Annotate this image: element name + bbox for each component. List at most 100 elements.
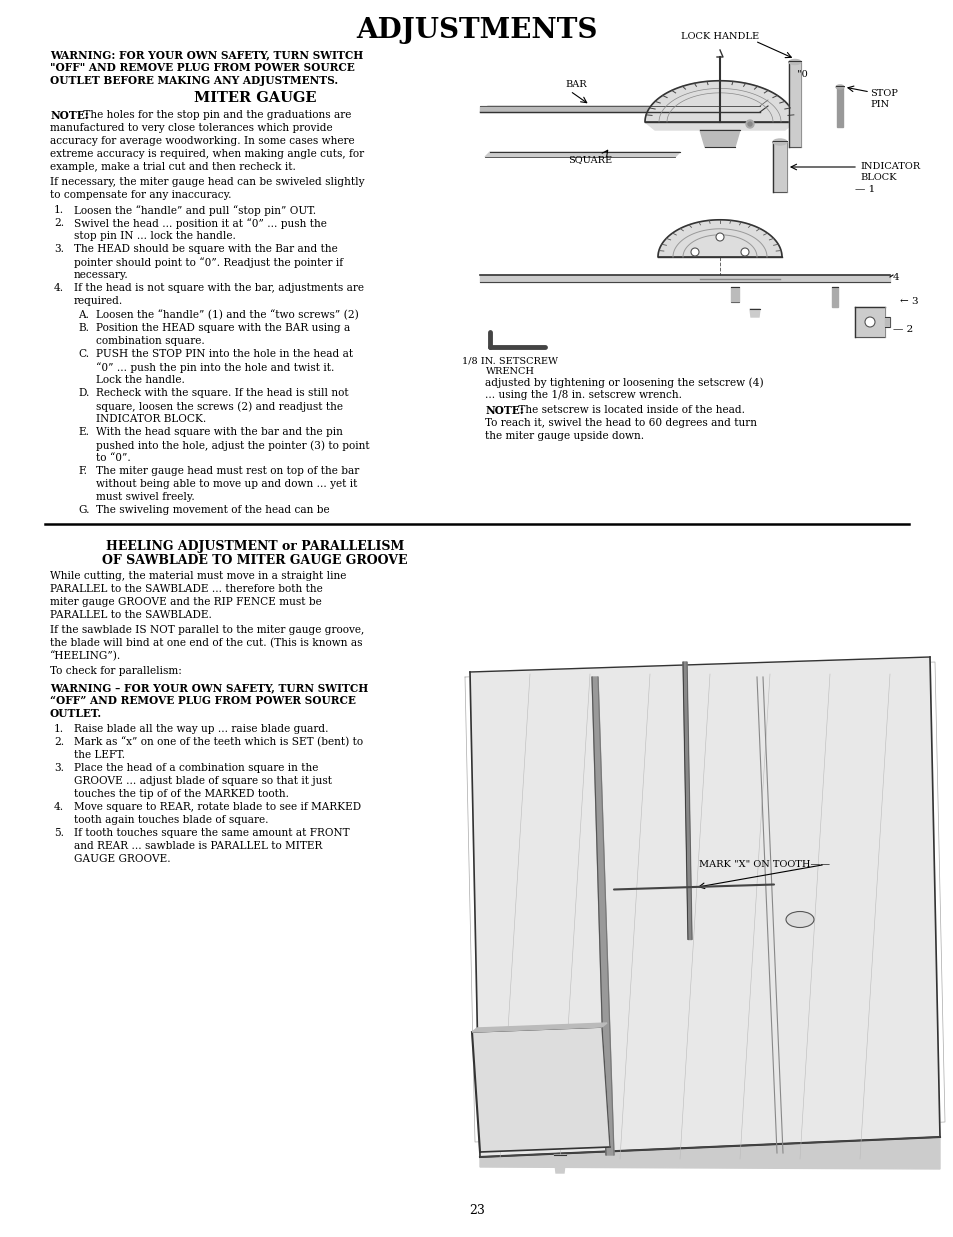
Text: Position the HEAD square with the BAR using a: Position the HEAD square with the BAR us… <box>96 323 350 333</box>
Text: While cutting, the material must move in a straight line: While cutting, the material must move in… <box>50 571 346 581</box>
Polygon shape <box>749 309 760 317</box>
Polygon shape <box>730 287 739 302</box>
Text: PARALLEL to the SAWBLADE.: PARALLEL to the SAWBLADE. <box>50 610 212 620</box>
Text: — 1: — 1 <box>854 184 874 193</box>
Text: pushed into the hole, adjust the pointer (3) to point: pushed into the hole, adjust the pointer… <box>96 440 369 450</box>
Ellipse shape <box>835 85 843 89</box>
Text: touches the tip of of the MARKED tooth.: touches the tip of of the MARKED tooth. <box>74 789 289 799</box>
Ellipse shape <box>772 139 786 145</box>
Text: the LEFT.: the LEFT. <box>74 750 125 760</box>
Polygon shape <box>788 62 801 147</box>
Text: WARNING – FOR YOUR OWN SAFETY, TURN SWITCH: WARNING – FOR YOUR OWN SAFETY, TURN SWIT… <box>50 682 368 693</box>
Text: “0” ... push the pin into the hole and twist it.: “0” ... push the pin into the hole and t… <box>96 362 334 372</box>
Text: With the head square with the bar and the pin: With the head square with the bar and th… <box>96 427 342 437</box>
Text: NOTE:: NOTE: <box>50 110 89 121</box>
Polygon shape <box>772 142 786 192</box>
Text: F.: F. <box>78 466 87 476</box>
Text: G.: G. <box>78 505 90 515</box>
Text: 5.: 5. <box>54 828 64 837</box>
Text: OF SAWBLADE TO MITER GAUGE GROOVE: OF SAWBLADE TO MITER GAUGE GROOVE <box>102 554 407 567</box>
Text: Raise blade all the way up ... raise blade guard.: Raise blade all the way up ... raise bla… <box>74 724 328 734</box>
Polygon shape <box>554 1155 565 1173</box>
Polygon shape <box>682 662 691 939</box>
Text: The setscrew is located inside of the head.: The setscrew is located inside of the he… <box>515 404 744 414</box>
Text: PIN: PIN <box>869 100 888 109</box>
Circle shape <box>740 247 748 256</box>
Text: miter gauge GROOVE and the RIP FENCE must be: miter gauge GROOVE and the RIP FENCE mus… <box>50 597 321 607</box>
Text: MITER GAUGE: MITER GAUGE <box>193 92 315 105</box>
Ellipse shape <box>788 59 801 64</box>
Circle shape <box>690 247 699 256</box>
Polygon shape <box>472 1023 606 1032</box>
Polygon shape <box>470 657 939 1157</box>
Text: to “0”.: to “0”. <box>96 453 131 463</box>
Text: Recheck with the square. If the head is still not: Recheck with the square. If the head is … <box>96 388 348 398</box>
Text: “OFF” AND REMOVE PLUG FROM POWER SOURCE: “OFF” AND REMOVE PLUG FROM POWER SOURCE <box>50 695 355 706</box>
Text: square, loosen the screws (2) and readjust the: square, loosen the screws (2) and readju… <box>96 401 343 412</box>
Text: INDICATOR: INDICATOR <box>859 162 919 171</box>
Text: required.: required. <box>74 296 123 306</box>
Circle shape <box>747 122 751 126</box>
Text: E.: E. <box>78 427 89 437</box>
Text: WARNING: FOR YOUR OWN SAFETY, TURN SWITCH: WARNING: FOR YOUR OWN SAFETY, TURN SWITC… <box>50 49 363 61</box>
Circle shape <box>745 120 753 127</box>
Polygon shape <box>884 317 889 327</box>
Text: 2.: 2. <box>54 218 64 228</box>
Text: must swivel freely.: must swivel freely. <box>96 492 194 502</box>
Polygon shape <box>644 80 794 130</box>
Polygon shape <box>479 106 760 113</box>
Text: WRENCH: WRENCH <box>485 367 534 376</box>
Polygon shape <box>472 1027 609 1152</box>
Text: manufactured to very close tolerances which provide: manufactured to very close tolerances wh… <box>50 122 333 134</box>
Text: 3.: 3. <box>54 763 64 773</box>
Text: 4: 4 <box>892 272 899 282</box>
Text: SQUARE: SQUARE <box>567 155 612 165</box>
Text: GAUGE GROOVE.: GAUGE GROOVE. <box>74 854 171 863</box>
Text: HEELING ADJUSTMENT or PARALLELISM: HEELING ADJUSTMENT or PARALLELISM <box>106 541 404 553</box>
Text: The HEAD should be square with the Bar and the: The HEAD should be square with the Bar a… <box>74 244 337 254</box>
Text: OUTLET BEFORE MAKING ANY ADJUSTMENTS.: OUTLET BEFORE MAKING ANY ADJUSTMENTS. <box>50 75 337 87</box>
Text: ... using the 1/8 in. setscrew wrench.: ... using the 1/8 in. setscrew wrench. <box>484 390 681 400</box>
Circle shape <box>864 317 874 327</box>
Text: The holes for the stop pin and the graduations are: The holes for the stop pin and the gradu… <box>80 110 351 120</box>
Text: 3.: 3. <box>54 244 64 254</box>
Text: To check for parallelism:: To check for parallelism: <box>50 666 182 675</box>
Polygon shape <box>479 106 767 113</box>
Ellipse shape <box>785 912 813 928</box>
Text: A.: A. <box>78 310 89 320</box>
Text: BLOCK: BLOCK <box>859 173 896 182</box>
Text: D.: D. <box>78 388 90 398</box>
Text: pointer should point to “0”. Readjust the pointer if: pointer should point to “0”. Readjust th… <box>74 257 343 267</box>
Text: 1.: 1. <box>54 205 64 215</box>
Text: stop pin IN ... lock the handle.: stop pin IN ... lock the handle. <box>74 231 235 241</box>
Text: — 2: — 2 <box>892 324 912 334</box>
Text: LOCK HANDLE: LOCK HANDLE <box>680 32 759 41</box>
Text: example, make a trial cut and then recheck it.: example, make a trial cut and then reche… <box>50 162 295 172</box>
Text: If necessary, the miter gauge head can be swiveled slightly: If necessary, the miter gauge head can b… <box>50 177 364 187</box>
Text: Swivel the head ... position it at “0” ... push the: Swivel the head ... position it at “0” .… <box>74 218 327 229</box>
Text: MARK "X" ON TOOTH——: MARK "X" ON TOOTH—— <box>699 860 829 870</box>
Polygon shape <box>479 1137 939 1169</box>
Text: PUSH the STOP PIN into the hole in the head at: PUSH the STOP PIN into the hole in the h… <box>96 349 353 359</box>
Circle shape <box>716 233 723 241</box>
Polygon shape <box>479 275 889 282</box>
Text: “HEELING”).: “HEELING”). <box>50 651 121 662</box>
Text: B.: B. <box>78 323 89 333</box>
Text: Lock the handle.: Lock the handle. <box>96 375 185 385</box>
Text: adjusted by tightening or loosening the setscrew (4): adjusted by tightening or loosening the … <box>484 377 762 387</box>
Text: 4.: 4. <box>54 283 64 293</box>
Polygon shape <box>484 152 679 157</box>
Text: extreme accuracy is required, when making angle cuts, for: extreme accuracy is required, when makin… <box>50 148 364 160</box>
Text: STOP: STOP <box>869 89 897 98</box>
Text: Loosen the “handle” (1) and the “two screws” (2): Loosen the “handle” (1) and the “two scr… <box>96 310 358 320</box>
Text: C.: C. <box>78 349 89 359</box>
Text: GROOVE ... adjust blade of square so that it just: GROOVE ... adjust blade of square so tha… <box>74 776 332 785</box>
Text: the blade will bind at one end of the cut. (This is known as: the blade will bind at one end of the cu… <box>50 638 362 648</box>
Text: "0: "0 <box>796 69 807 79</box>
Text: The swiveling movement of the head can be: The swiveling movement of the head can b… <box>96 505 330 515</box>
Text: 2.: 2. <box>54 737 64 747</box>
Text: NOTE:: NOTE: <box>484 404 523 416</box>
Polygon shape <box>831 287 837 307</box>
Text: INDICATOR BLOCK.: INDICATOR BLOCK. <box>96 414 206 424</box>
Text: without being able to move up and down ... yet it: without being able to move up and down .… <box>96 479 357 489</box>
